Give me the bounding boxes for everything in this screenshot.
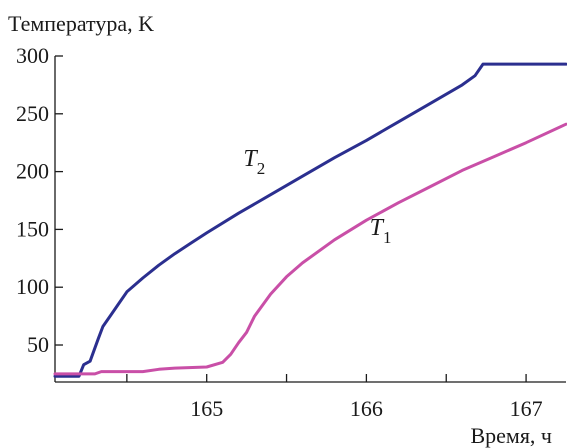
x-ticks: 165 166 167 [126, 374, 543, 421]
series-label-t2: T2 [243, 146, 265, 178]
x-tick-label: 167 [510, 396, 543, 421]
y-tick-label: 250 [16, 101, 49, 126]
series-line-t1 [53, 122, 567, 376]
y-ticks: 50 100 150 200 250 300 [16, 43, 63, 357]
plot-frame [54, 56, 566, 383]
x-axis-title: Время, ч [470, 423, 552, 448]
y-tick-label: 50 [27, 332, 49, 357]
x-tick-label: 165 [190, 396, 223, 421]
y-tick-label: 200 [16, 159, 49, 184]
y-tick-label: 100 [16, 274, 49, 299]
series-lines [53, 62, 567, 378]
y-tick-label: 300 [16, 43, 49, 68]
series-label-t1: T1 [370, 215, 392, 247]
series-line-t2 [53, 62, 567, 378]
y-tick-label: 150 [16, 216, 49, 241]
x-tick-label: 166 [350, 396, 383, 421]
y-axis-title: Температура, K [8, 11, 154, 36]
